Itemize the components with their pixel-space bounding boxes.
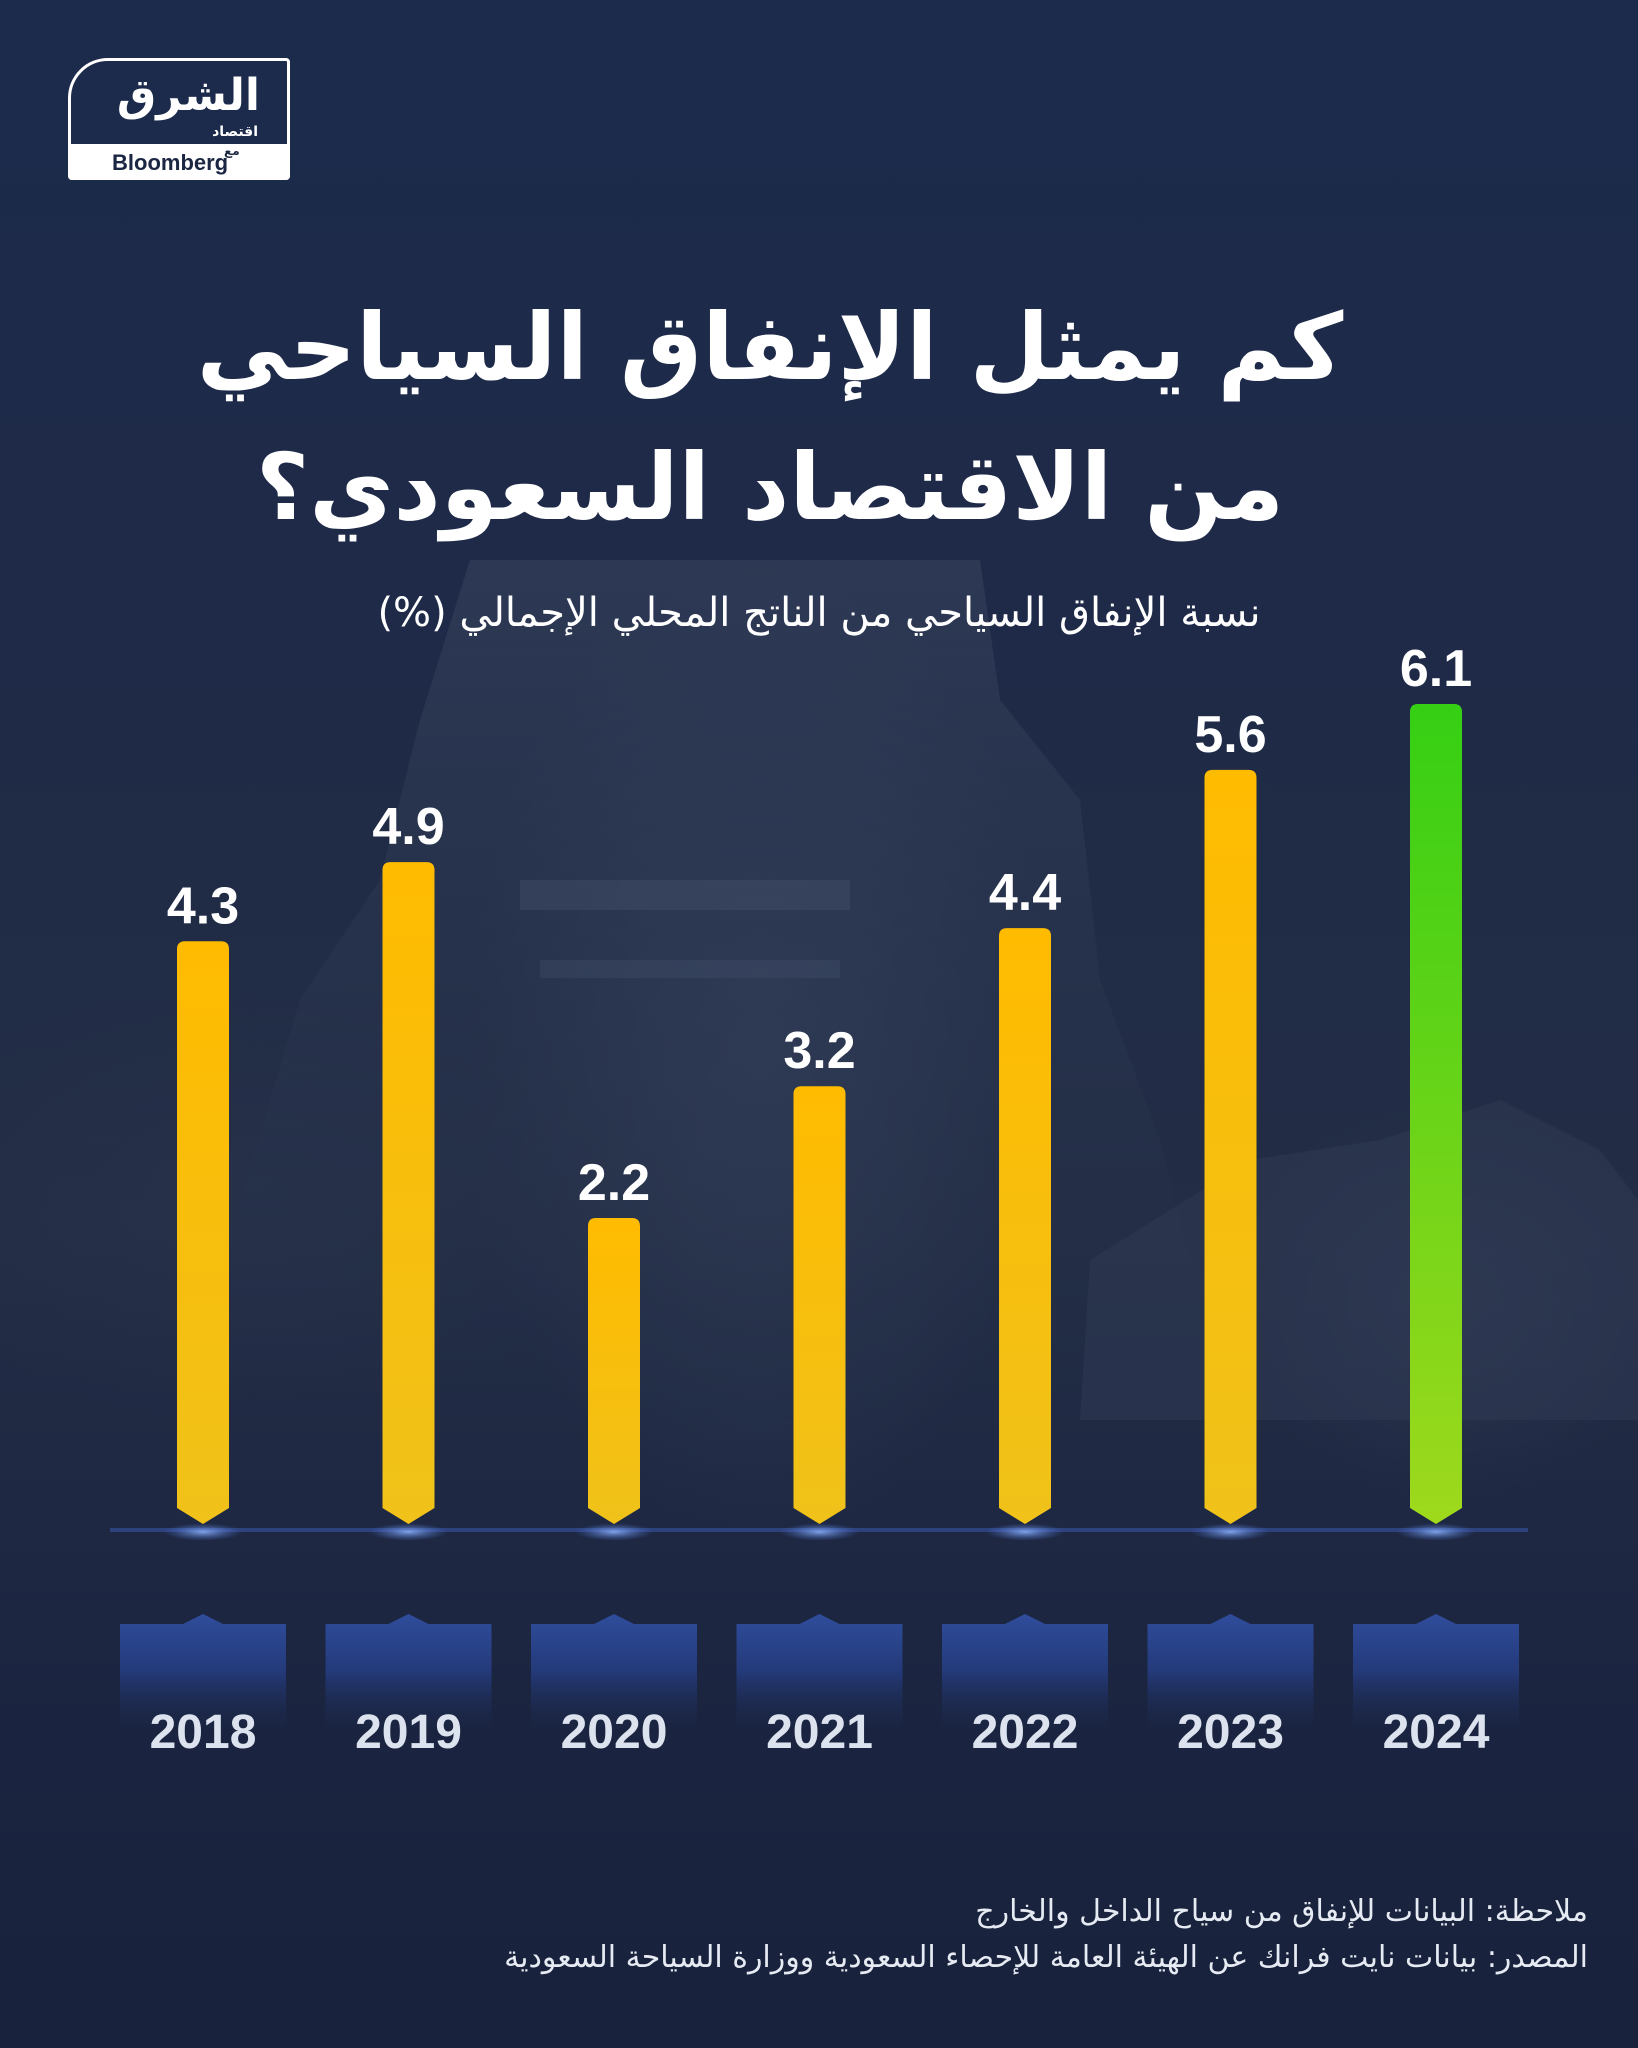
chart-note: ملاحظة: البيانات للإنفاق من سياح الداخل … — [975, 1894, 1588, 1929]
bar-glow — [163, 1523, 243, 1541]
year-badge — [942, 1614, 1108, 1728]
data-label: 2.2 — [578, 1154, 650, 1212]
data-label: 4.4 — [989, 864, 1061, 922]
chart-source: المصدر: بيانات نايت فرانك عن الهيئة العا… — [504, 1940, 1588, 1975]
data-label: 3.2 — [783, 1022, 855, 1080]
x-tick-label: 2024 — [1383, 1706, 1490, 1759]
bar-glow — [368, 1523, 449, 1541]
chart-title-line1: كم يمثل الإنفاق السياحي — [196, 294, 1344, 401]
year-badge — [1147, 1614, 1314, 1728]
logo-partner-prefix: مع — [224, 144, 240, 158]
x-tick-label: 2018 — [150, 1706, 257, 1759]
bar-glow — [985, 1523, 1065, 1541]
chart-title-line2: من الاقتصاد السعودي؟ — [255, 434, 1285, 541]
year-badge — [120, 1614, 286, 1728]
bar-highlight — [1410, 704, 1462, 1524]
bar-glow — [574, 1523, 654, 1541]
data-label: 5.6 — [1194, 706, 1266, 764]
bar-glow — [1396, 1523, 1476, 1541]
bar — [999, 928, 1051, 1524]
data-label: 6.1 — [1400, 640, 1472, 698]
logo-partner: Bloomberg — [112, 150, 229, 175]
bar-glow — [779, 1523, 860, 1541]
year-badge — [1353, 1614, 1519, 1728]
logo-band — [68, 144, 290, 180]
year-badge — [736, 1614, 903, 1728]
logo-subtext: اقتصاد — [212, 124, 258, 140]
bar — [793, 1086, 846, 1524]
brand-logo: الشرق اقتصاد مع Bloomberg — [68, 58, 290, 180]
x-tick-label: 2021 — [766, 1706, 873, 1759]
year-badge — [531, 1614, 697, 1728]
chart-subtitle: نسبة الإنفاق السياحي من الناتج المحلي ال… — [377, 590, 1261, 636]
x-tick-label: 2023 — [1177, 1706, 1284, 1759]
data-label: 4.9 — [372, 798, 444, 856]
data-label: 4.3 — [167, 877, 239, 935]
year-badge — [325, 1614, 492, 1728]
bar — [1204, 769, 1257, 1524]
bar — [588, 1218, 640, 1524]
x-tick-label: 2020 — [561, 1706, 668, 1759]
x-tick-label: 2019 — [355, 1706, 462, 1759]
bar — [382, 862, 435, 1524]
logo-text: الشرق — [116, 70, 260, 121]
x-tick-label: 2022 — [972, 1706, 1079, 1759]
bar-glow — [1190, 1523, 1271, 1541]
bar — [177, 941, 229, 1524]
